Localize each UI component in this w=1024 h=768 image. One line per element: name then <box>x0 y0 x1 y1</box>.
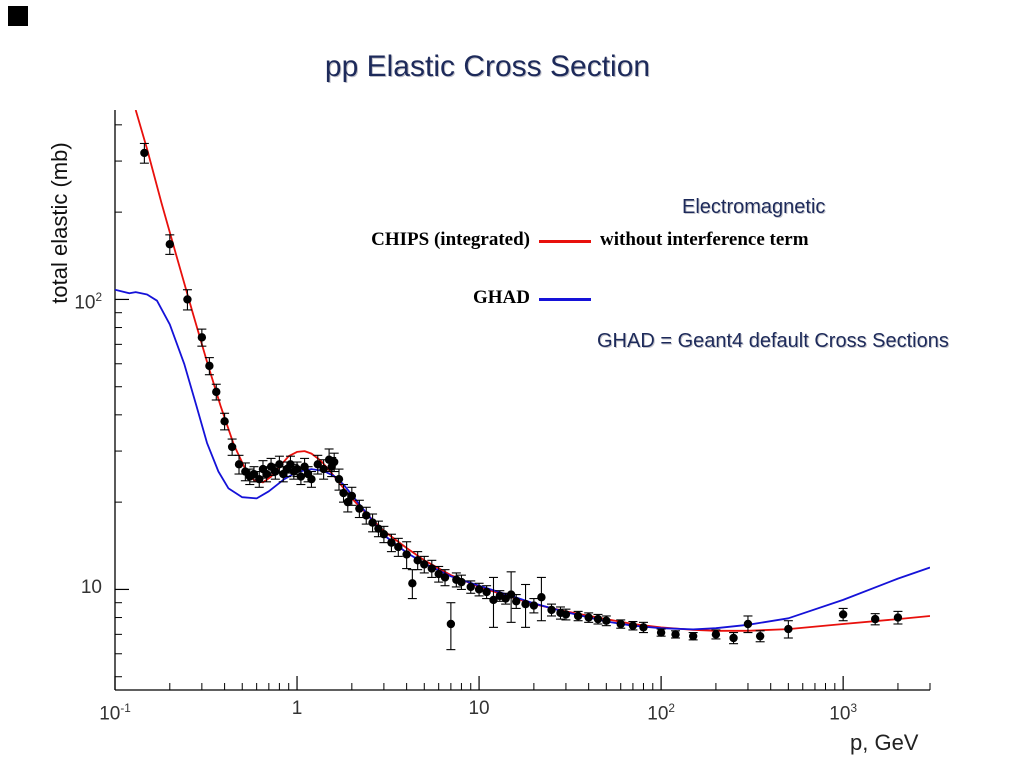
legend-chips-label: CHIPS (integrated) <box>371 229 530 250</box>
x-tick-label: 102 <box>647 702 675 725</box>
ghad-line-swatch <box>539 298 591 301</box>
x-tick-label: 10 <box>468 698 490 719</box>
legend-ghad-label: GHAD <box>473 287 530 308</box>
corner-mark <box>8 6 28 26</box>
y-axis-label: total elastic (mb) <box>47 142 72 304</box>
x-tick-label: 10-1 <box>99 702 131 725</box>
data-points <box>139 142 903 651</box>
legend-electromagnetic-heading: Electromagnetic <box>682 196 826 218</box>
page-title: pp Elastic Cross Section <box>324 50 651 83</box>
curve <box>134 110 930 632</box>
x-tick-label: 103 <box>829 702 857 725</box>
chips-line-swatch <box>539 240 591 243</box>
y-tick-label: 102 <box>74 291 102 314</box>
ghad-note: GHAD = Geant4 default Cross Sections <box>597 330 949 352</box>
curves <box>115 110 930 632</box>
legend-chips-description: without interference term <box>600 229 809 250</box>
x-axis-label: p, GeV <box>850 730 919 755</box>
x-tick-label: 1 <box>291 698 303 719</box>
curve <box>115 288 930 631</box>
y-tick-label: 10 <box>80 577 102 599</box>
